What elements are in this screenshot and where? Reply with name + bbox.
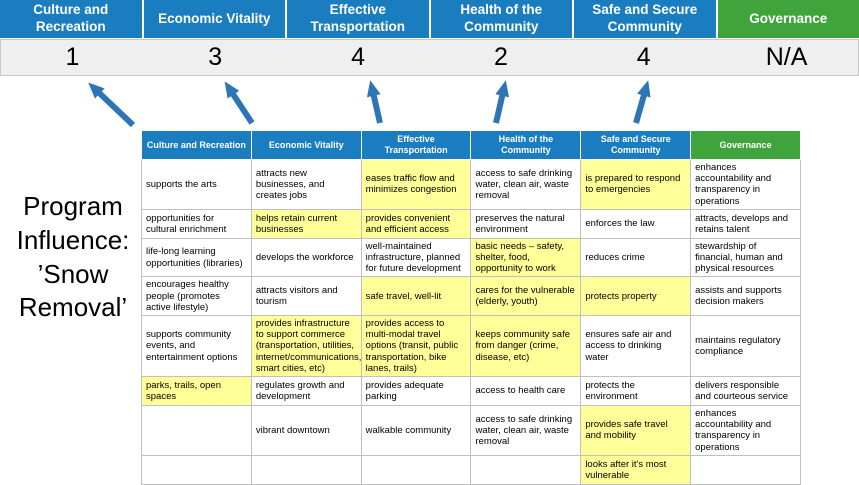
score-value-6: N/A <box>715 40 858 75</box>
score-value-5: 4 <box>572 40 715 75</box>
up-arrow-1-icon <box>94 88 133 125</box>
matrix-cell: looks after it's most vulnerable <box>581 455 691 484</box>
matrix-cell: delivers responsible and courteous servi… <box>691 377 801 406</box>
banner-header-5: Safe and Secure Community <box>574 0 716 38</box>
matrix-row: looks after it's most vulnerable <box>142 455 801 484</box>
matrix-cell: protects property <box>581 277 691 316</box>
matrix-cell: attracts new businesses, and creates job… <box>251 160 361 210</box>
matrix-header: Safe and Secure Community <box>581 131 691 160</box>
banner-header-3: Effective Transportation <box>287 0 429 38</box>
matrix-cell: provides safe travel and mobility <box>581 406 691 456</box>
matrix-header: Culture and Recreation <box>142 131 252 160</box>
matrix-cell: provides infrastructure to support comme… <box>251 316 361 377</box>
matrix-cell: life-long learning opportunities (librar… <box>142 238 252 277</box>
score-value-1: 1 <box>1 40 144 75</box>
matrix-header: Effective Transportation <box>361 131 471 160</box>
banner-header-2: Economic Vitality <box>144 0 286 38</box>
matrix-cell <box>142 455 252 484</box>
matrix-cell: assists and supports decision makers <box>691 277 801 316</box>
matrix-row: life-long learning opportunities (librar… <box>142 238 801 277</box>
matrix-header: Economic Vitality <box>251 131 361 160</box>
matrix-cell: attracts visitors and tourism <box>251 277 361 316</box>
matrix-cell: enhances accountability and transparency… <box>691 406 801 456</box>
matrix-cell: maintains regulatory compliance <box>691 316 801 377</box>
matrix-cell: regulates growth and development <box>251 377 361 406</box>
matrix-header: Health of the Community <box>471 131 581 160</box>
matrix-cell: preserves the natural environment <box>471 209 581 238</box>
banner-header-1: Culture and Recreation <box>0 0 142 38</box>
score-value-3: 4 <box>287 40 430 75</box>
matrix-cell <box>142 406 252 456</box>
matrix-cell <box>251 455 361 484</box>
matrix-cell: opportunities for cultural enrichment <box>142 209 252 238</box>
matrix-cell: cares for the vulnerable (elderly, youth… <box>471 277 581 316</box>
matrix-cell: access to safe drinking water, clean air… <box>471 406 581 456</box>
matrix-cell: access to safe drinking water, clean air… <box>471 160 581 210</box>
matrix-cell: ensures safe air and access to drinking … <box>581 316 691 377</box>
matrix-cell: provides convenient and efficient access <box>361 209 471 238</box>
matrix-cell: helps retain current businesses <box>251 209 361 238</box>
matrix-cell: encourages healthy people (promotes acti… <box>142 277 252 316</box>
score-value-4: 2 <box>429 40 572 75</box>
matrix-cell: reduces crime <box>581 238 691 277</box>
matrix-cell: provides adequate parking <box>361 377 471 406</box>
matrix-header: Governance <box>691 131 801 160</box>
matrix-cell: eases traffic flow and minimizes congest… <box>361 160 471 210</box>
matrix-cell: safe travel, well-lit <box>361 277 471 316</box>
matrix-cell: stewardship of financial, human and phys… <box>691 238 801 277</box>
matrix-cell: develops the workforce <box>251 238 361 277</box>
banner-header-4: Health of the Community <box>431 0 573 38</box>
up-arrow-4-icon <box>496 88 504 123</box>
matrix-cell: walkable community <box>361 406 471 456</box>
matrix-cell <box>691 455 801 484</box>
matrix-cell: enhances accountability and transparency… <box>691 160 801 210</box>
matrix-row: supports community events, and entertain… <box>142 316 801 377</box>
matrix-row: encourages healthy people (promotes acti… <box>142 277 801 316</box>
matrix-cell <box>361 455 471 484</box>
score-value-2: 3 <box>144 40 287 75</box>
up-arrow-3-icon <box>372 88 380 123</box>
matrix-cell: basic needs – safety, shelter, food, opp… <box>471 238 581 277</box>
matrix-cell: keeps community safe from danger (crime,… <box>471 316 581 377</box>
matrix-cell: is prepared to respond to emergencies <box>581 160 691 210</box>
matrix-cell: protects the environment <box>581 377 691 406</box>
matrix-cell: attracts, develops and retains talent <box>691 209 801 238</box>
matrix-cell: parks, trails, open spaces <box>142 377 252 406</box>
up-arrow-5-icon <box>636 88 646 123</box>
matrix-cell: provides access to multi-modal travel op… <box>361 316 471 377</box>
matrix-cell: enforces the law <box>581 209 691 238</box>
matrix-cell: vibrant downtown <box>251 406 361 456</box>
up-arrow-2-icon <box>229 88 252 123</box>
matrix-cell: supports the arts <box>142 160 252 210</box>
banner-header-6: Governance <box>718 0 859 38</box>
matrix-cell: well-maintained infrastructure, planned … <box>361 238 471 277</box>
arrows-layer <box>0 78 859 130</box>
matrix-cell: supports community events, and entertain… <box>142 316 252 377</box>
program-influence-label: Program Influence: ’Snow Removal’ <box>0 190 146 325</box>
matrix-cell <box>471 455 581 484</box>
matrix-cell: access to health care <box>471 377 581 406</box>
